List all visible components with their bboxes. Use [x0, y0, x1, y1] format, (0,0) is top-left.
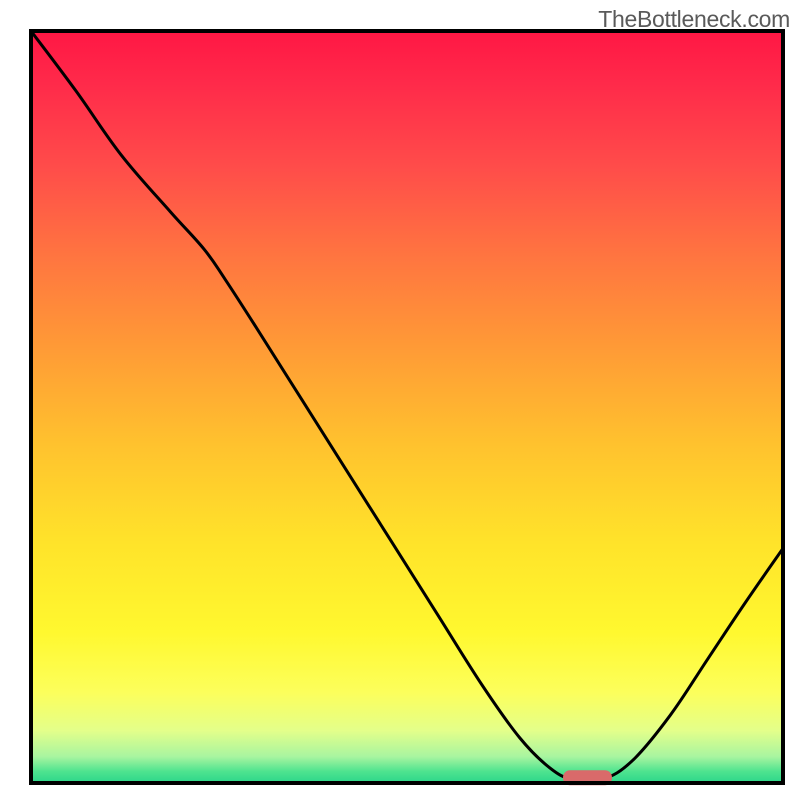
chart-container: { "canvas": { "width": 800, "height": 80…	[0, 0, 800, 800]
watermark-text: TheBottleneck.com	[598, 6, 790, 33]
bottleneck-chart	[0, 0, 800, 800]
gradient-background	[31, 31, 783, 783]
